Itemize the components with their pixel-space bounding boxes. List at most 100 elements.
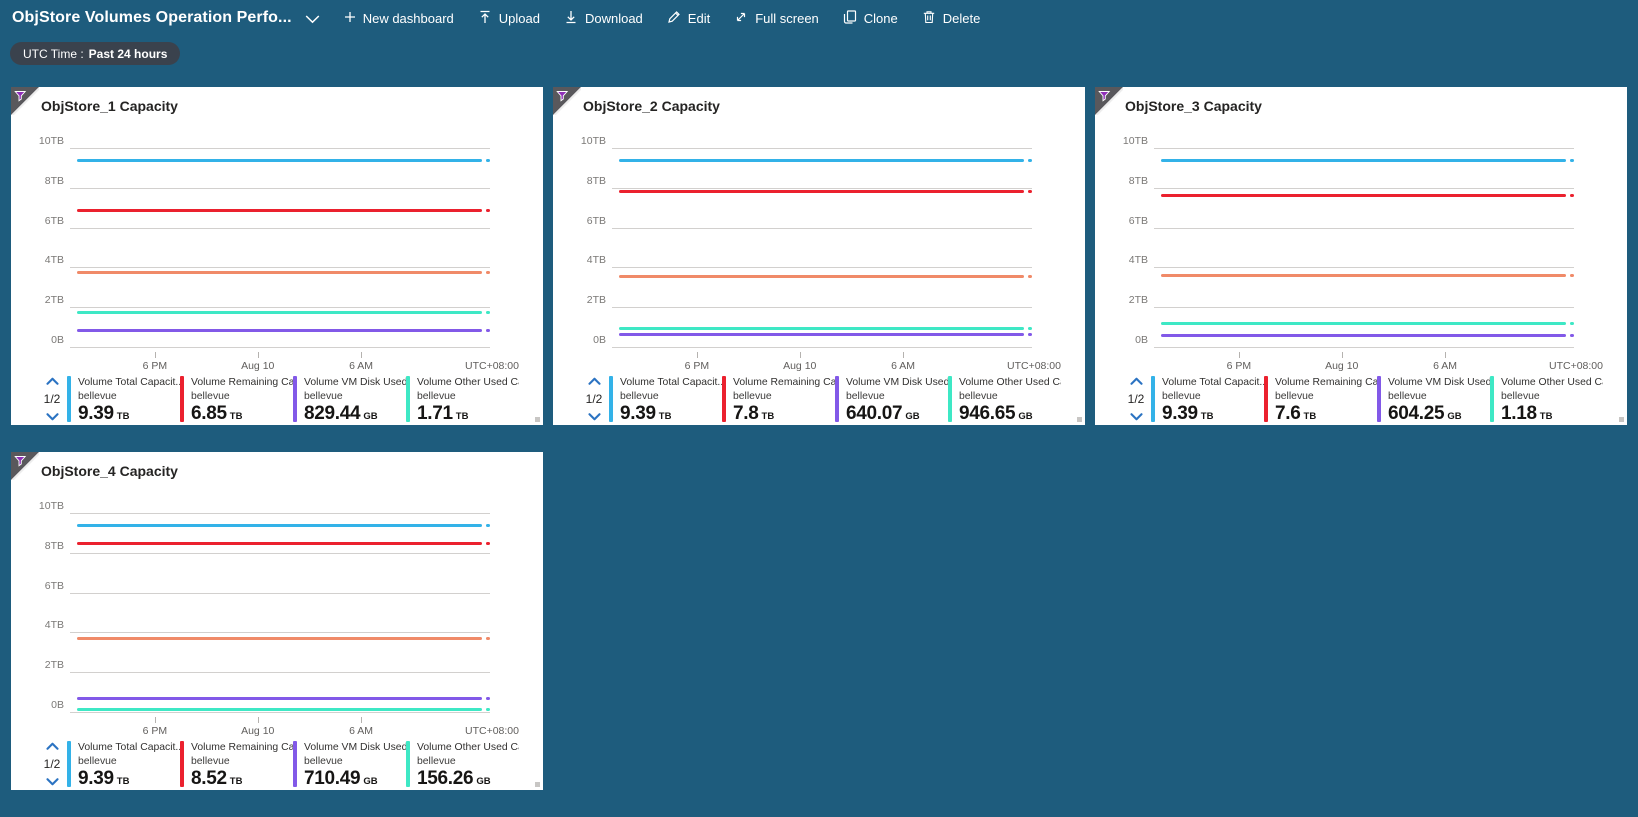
filter-funnel-icon[interactable]	[1098, 91, 1111, 102]
legend-items: Volume Total Capacit... bellevue 9.39 TB Vol…	[1151, 376, 1603, 422]
tile-resize-grip[interactable]	[1619, 417, 1624, 422]
edit-button[interactable]: Edit	[667, 10, 710, 27]
x-axis-tick	[154, 717, 156, 723]
dashboard-tile[interactable]: ObjStore_2 Capacity 10TB 8TB 6TB 4TB 2TB 0B 6 P…	[553, 87, 1085, 425]
y-axis-label: 10TB	[580, 135, 606, 147]
legend-resource-label: bellevue	[417, 390, 456, 402]
legend-page-up-button[interactable]	[587, 377, 601, 385]
series-endpoint-dot	[486, 158, 490, 162]
chart-legend: 1/2 Volume Total Capacit... bellevue 9.39 TB…	[1124, 376, 1603, 422]
dashboard-title[interactable]: ObjStore Volumes Operation Perfo...	[12, 9, 292, 26]
dashboard-tile[interactable]: ObjStore_4 Capacity 10TB 8TB 6TB 4TB 2TB 0B 6 P…	[11, 452, 543, 790]
x-axis-tick	[903, 352, 905, 358]
legend-page-down-button[interactable]	[45, 413, 59, 421]
legend-page-up-button[interactable]	[1129, 377, 1143, 385]
legend-page-up-button[interactable]	[45, 377, 59, 385]
legend-page-indicator: 1/2	[43, 757, 61, 771]
legend-color-bar	[722, 376, 726, 422]
delete-button[interactable]: Delete	[922, 10, 980, 27]
series-endpoint-dot	[1570, 194, 1574, 198]
gridline	[1154, 267, 1574, 269]
legend-pager: 1/2	[40, 741, 64, 787]
legend-page-down-button[interactable]	[587, 413, 601, 421]
legend-value: 1.71 TB	[417, 403, 519, 422]
legend-value-unit: TB	[455, 411, 469, 422]
gridline	[612, 148, 1032, 149]
gridline	[70, 552, 490, 554]
edit-pencil-icon	[667, 10, 681, 27]
legend-resource-label: bellevue	[1388, 390, 1427, 402]
tile-resize-grip[interactable]	[535, 782, 540, 787]
legend-pager: 1/2	[1124, 376, 1148, 422]
filter-funnel-icon[interactable]	[556, 91, 569, 102]
filter-funnel-icon[interactable]	[14, 456, 27, 467]
filter-funnel-icon[interactable]	[14, 91, 27, 102]
dashboard-tile[interactable]: ObjStore_1 Capacity 10TB 8TB 6TB 4TB 2TB 0B 6 P…	[11, 87, 543, 425]
x-axis-label: 6 AM	[349, 725, 374, 737]
dashboard-tile[interactable]: ObjStore_3 Capacity 10TB 8TB 6TB 4TB 2TB 0B 6 P…	[1095, 87, 1627, 425]
x-axis: 6 PM Aug 10 6 AM UTC+08:00	[1154, 350, 1603, 374]
legend-item[interactable]: Volume Total Capacit... bellevue 9.39 TB	[1151, 376, 1264, 422]
tile-resize-grip[interactable]	[1077, 417, 1082, 422]
x-axis-tick	[1445, 352, 1447, 358]
legend-item[interactable]: Volume Total Capacit... bellevue 9.39 TB	[609, 376, 722, 422]
series-endpoint-dot	[1028, 190, 1032, 194]
legend-value: 9.39 TB	[1162, 403, 1264, 422]
legend-page-up-button[interactable]	[45, 742, 59, 750]
series-endpoint-dot	[486, 209, 490, 213]
chart-legend: 1/2 Volume Total Capacit... bellevue 9.39 TB…	[40, 376, 519, 422]
legend-value-number: 9.39	[1162, 403, 1198, 422]
legend-resource-label: bellevue	[304, 390, 343, 402]
tile-resize-grip[interactable]	[535, 417, 540, 422]
gridline	[70, 513, 490, 514]
legend-resource-label: bellevue	[1501, 390, 1540, 402]
y-axis-label: 10TB	[1122, 135, 1148, 147]
series-line	[77, 707, 482, 711]
legend-color-bar	[67, 741, 71, 787]
legend-color-bar	[293, 741, 297, 787]
legend-value-number: 1.71	[417, 403, 453, 422]
download-button[interactable]: Download	[564, 10, 643, 27]
upload-button[interactable]: Upload	[478, 10, 540, 27]
series-line	[1161, 322, 1566, 326]
legend-page-down-button[interactable]	[1129, 413, 1143, 421]
chevron-down-icon[interactable]	[305, 15, 320, 24]
legend-value: 710.49 GB	[304, 768, 406, 787]
y-axis-label: 6TB	[586, 214, 606, 227]
gridline	[612, 187, 1032, 189]
new-dashboard-button[interactable]: New dashboard	[344, 11, 454, 26]
upload-icon	[478, 10, 492, 27]
legend-resource-label: bellevue	[191, 755, 230, 767]
tile-title: ObjStore_4 Capacity	[41, 463, 178, 479]
legend-value: 9.39 TB	[620, 403, 722, 422]
legend-item[interactable]: Volume Total Capacit... bellevue 9.39 TB	[67, 741, 180, 787]
time-filter-pill[interactable]: UTC Time : Past 24 hours	[10, 42, 181, 65]
legend-value-number: 640.07	[846, 403, 903, 422]
legend-value: 6.85 TB	[191, 403, 293, 422]
full-screen-button[interactable]: Full screen	[734, 10, 819, 27]
legend-items: Volume Total Capacit... bellevue 9.39 TB Vol…	[609, 376, 1061, 422]
legend-value-number: 156.26	[417, 768, 474, 787]
legend-resource-label: bellevue	[733, 390, 772, 402]
legend-item[interactable]: Volume Total Capacit... bellevue 9.39 TB	[67, 376, 180, 422]
legend-resource-label: bellevue	[620, 390, 659, 402]
chart-plot-area	[70, 513, 490, 713]
legend-page-down-button[interactable]	[45, 778, 59, 786]
clone-button[interactable]: Clone	[843, 9, 898, 27]
legend-value: 7.6 TB	[1275, 403, 1377, 422]
legend-color-bar	[609, 376, 613, 422]
y-axis-label: 2TB	[44, 659, 64, 672]
x-axis-label: Aug 10	[1325, 360, 1359, 372]
